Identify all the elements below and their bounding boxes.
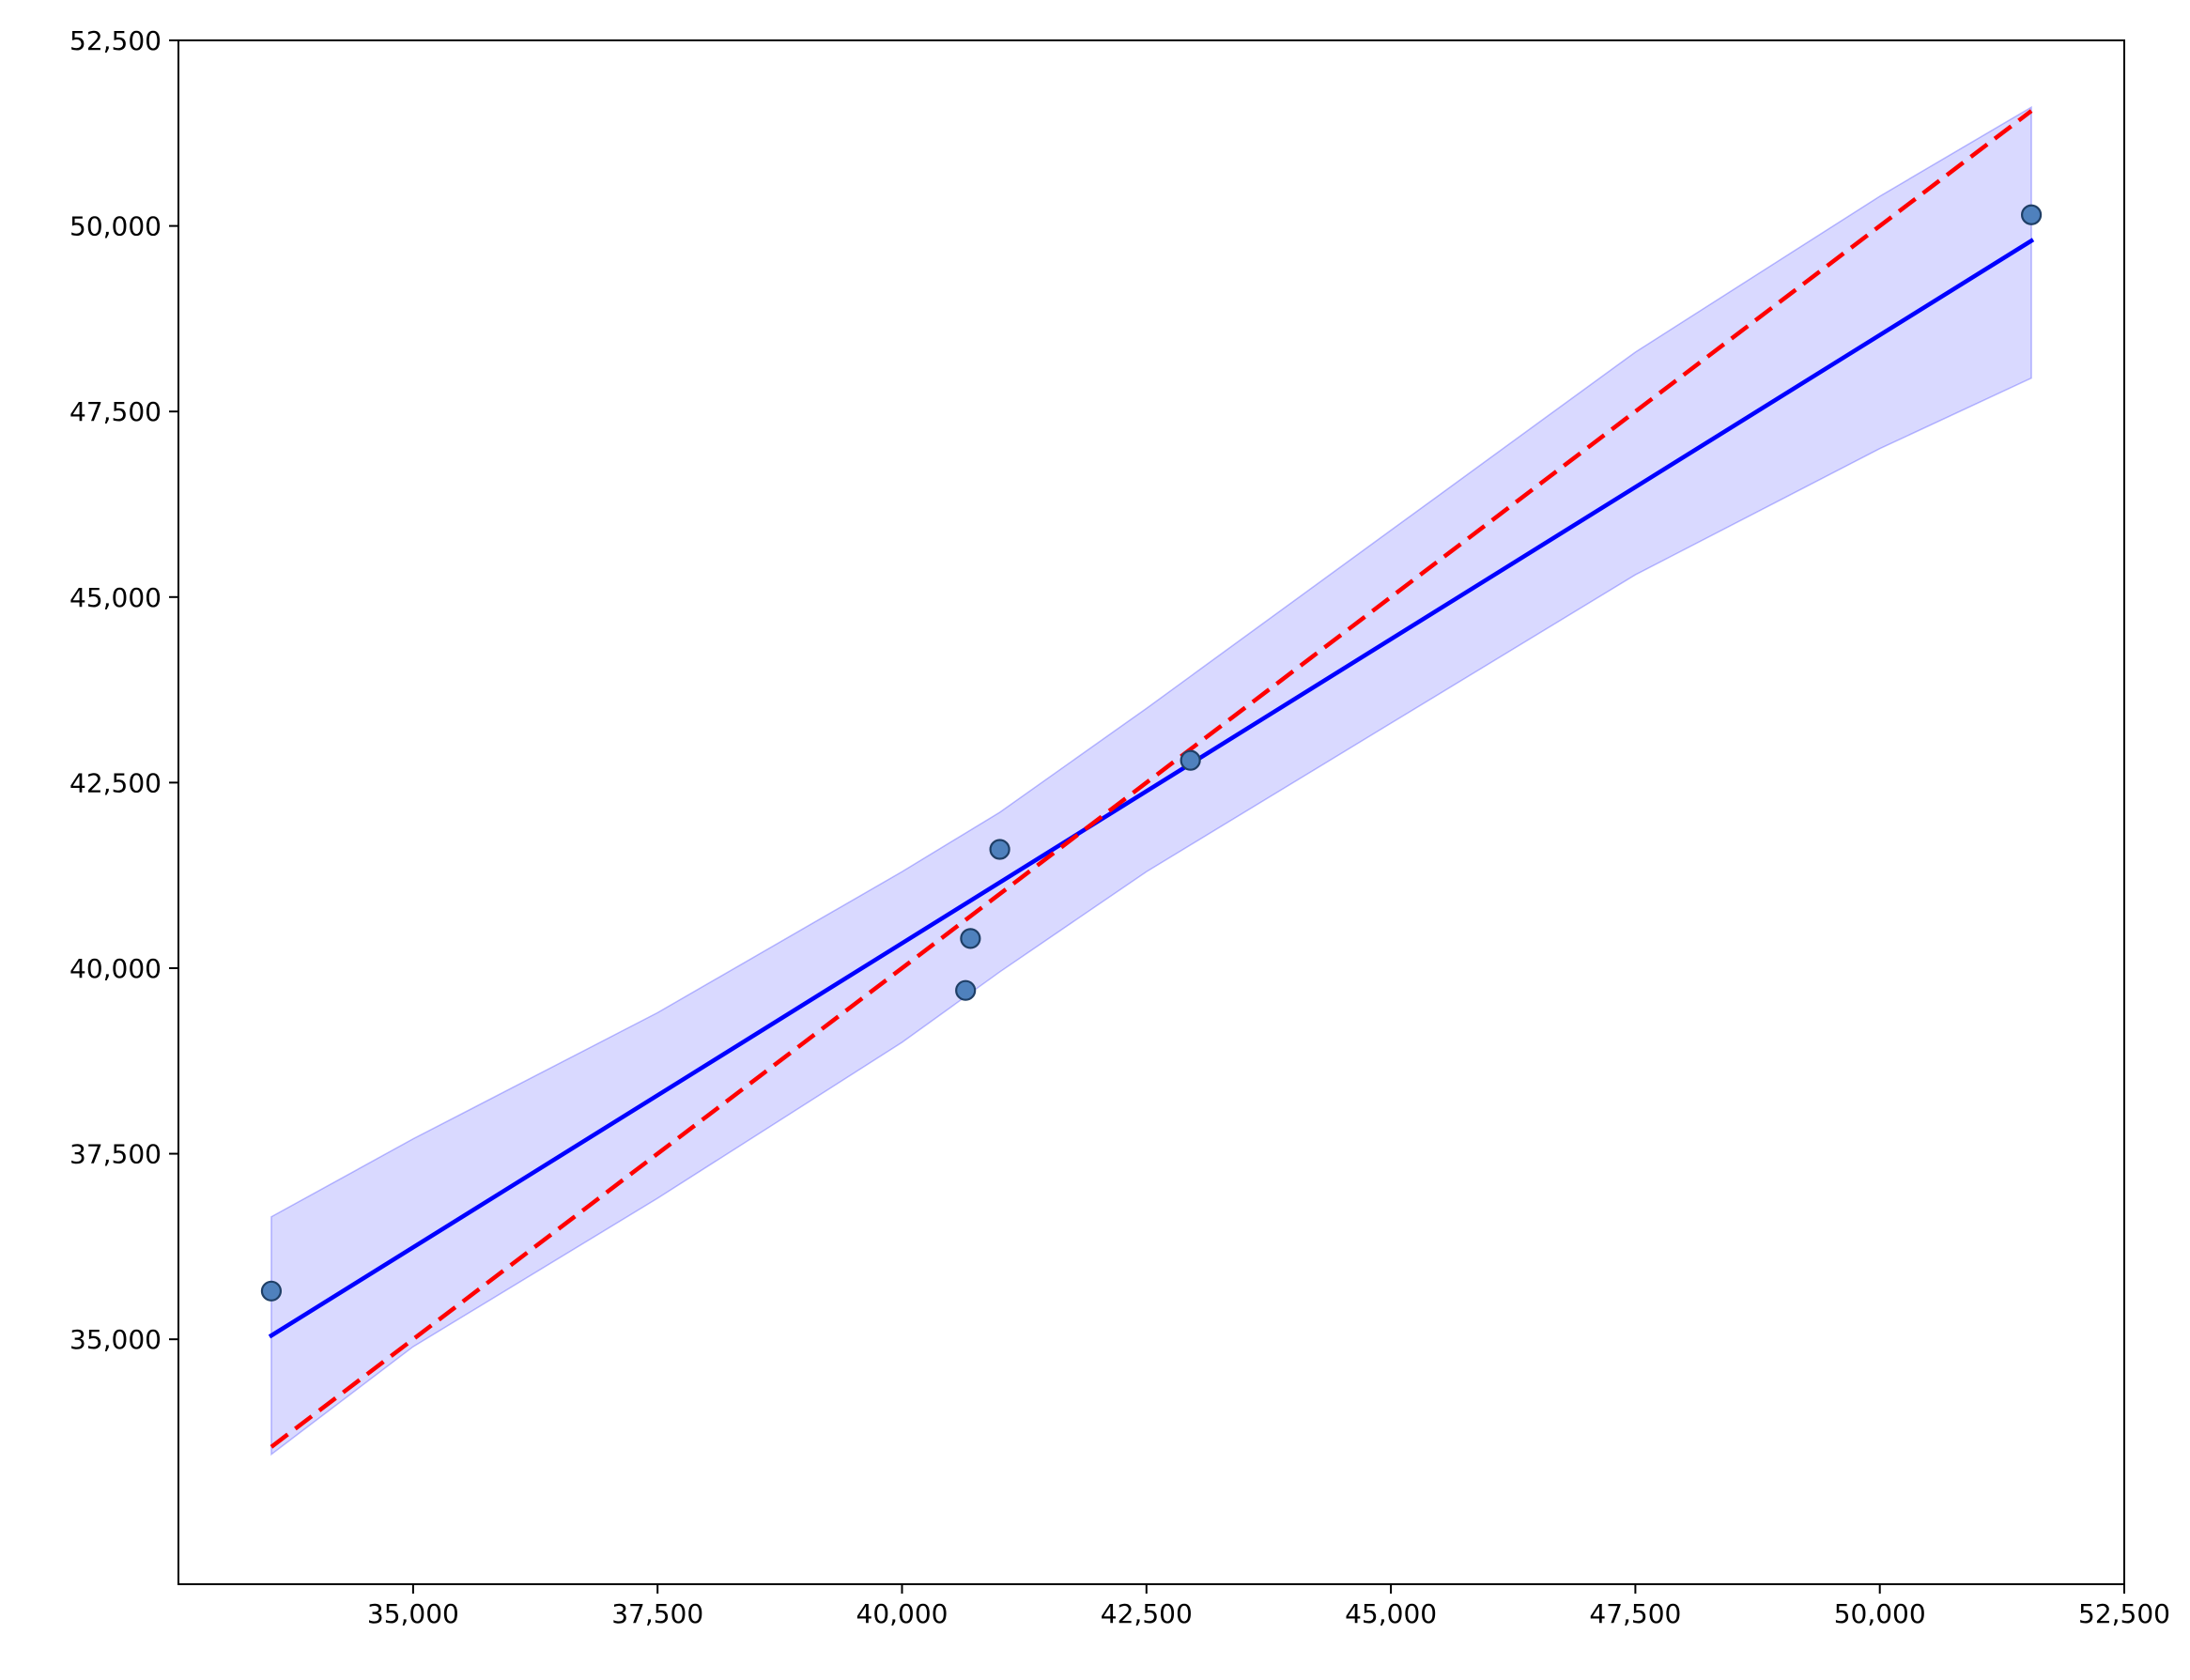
data-point [960,928,981,949]
y-tick-label: 40,000 [69,953,162,984]
plot-frame [177,39,2125,1585]
data-point [1180,749,1201,771]
y-tick-label: 47,500 [69,396,162,427]
data-point [2020,204,2043,225]
y-tick-label: 42,500 [69,767,162,798]
y-tick-label: 45,000 [69,582,162,613]
regression-fit-line [268,238,2035,1339]
data-point [260,1280,283,1302]
lines-layer [268,109,2035,1449]
x-tick-label: 35,000 [367,1598,459,1629]
y-tick-label: 52,500 [69,25,162,56]
y-tick-label: 50,000 [69,211,162,242]
identity-line [270,109,2033,1449]
x-tick-label: 47,500 [1589,1598,1681,1629]
x-tick-label: 45,000 [1345,1598,1437,1629]
x-axis: 35,000 37,500 40,000 42,500 45,000 47,500 50,0… [367,1584,2170,1629]
x-tick-label: 42,500 [1101,1598,1193,1629]
y-tick-label: 35,000 [69,1324,162,1355]
x-tick-label: 52,500 [2078,1598,2170,1629]
y-tick-label: 37,500 [69,1139,162,1170]
data-point [989,839,1010,860]
y-axis: 35,000 37,500 40,000 42,500 45,000 47,500 50,0… [69,25,178,1355]
x-tick-label: 37,500 [611,1598,703,1629]
points-layer [260,204,2043,1302]
x-tick-label: 50,000 [1834,1598,1926,1629]
x-tick-label: 40,000 [856,1598,948,1629]
data-point [955,979,977,1001]
